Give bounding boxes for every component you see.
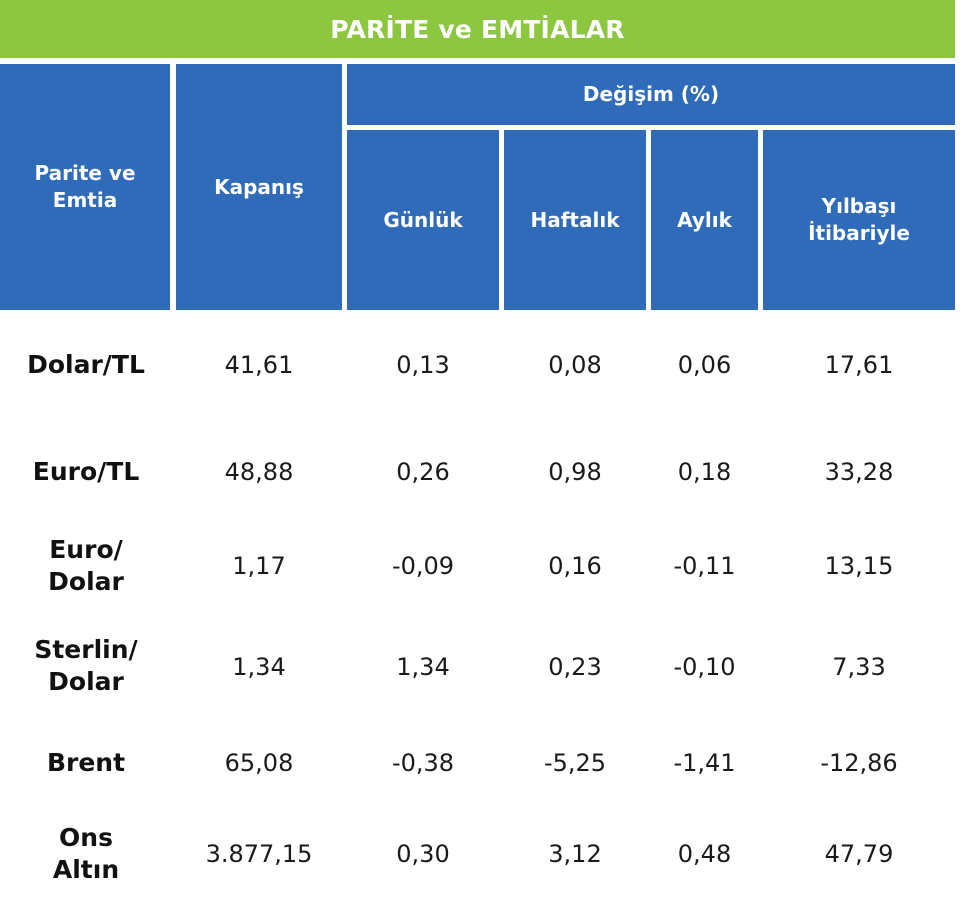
cell-kapanis: 48,88 [224,458,294,486]
cell-haftalik: 0,16 [548,552,602,580]
header-parite-emtia: Parite ve Emtia [0,64,170,310]
row-label-ons-altin: Ons Altın [0,814,172,894]
cell-kapanis: 3.877,15 [205,840,313,868]
cell-yilbasi: 47,79 [824,840,894,868]
cell-aylik: -0,11 [673,552,736,580]
cell-kapanis: 65,08 [224,749,294,777]
cell-kapanis: 1,17 [232,552,286,580]
header-parite-line-1: Parite ve [34,161,136,185]
cell-gunluk: 0,26 [396,458,450,486]
cell-yilbasi: -12,86 [820,749,898,777]
row-label-euro-tl: Euro/TL [0,440,172,504]
row-label-line-1: Ons [59,822,113,852]
header-degisim: Değişim (%) [347,64,955,125]
cell-yilbasi: 13,15 [824,552,894,580]
cell-yilbasi: 17,61 [824,351,894,379]
cell-haftalik: -5,25 [543,749,607,777]
cell-aylik: 0,18 [677,458,732,486]
header-gunluk: Günlük [347,130,499,310]
row-label-line-2: Dolar [48,667,124,696]
cell-aylik: -0,10 [673,653,736,681]
cell-gunluk: 0,30 [396,840,450,868]
table-title: PARİTE ve EMTİALAR [0,0,955,58]
cell-kapanis: 1,34 [232,653,286,681]
row-label-dolar-tl: Dolar/TL [0,333,172,397]
row-label-line-2: Altın [52,855,120,884]
header-yilbasi: Yılbaşı İtibariyle [763,130,955,310]
cell-yilbasi: 33,28 [824,458,894,486]
header-aylik: Aylık [651,130,758,310]
header-yilbasi-line-1: Yılbaşı [821,194,897,218]
cell-haftalik: 0,08 [548,351,602,379]
cell-aylik: 0,06 [677,351,732,379]
cell-haftalik: 0,98 [548,458,602,486]
header-parite-line-2: Emtia [52,188,118,212]
header-yilbasi-line-2: İtibariyle [808,221,910,245]
cell-kapanis: 41,61 [224,351,294,379]
cell-gunluk: -0,09 [391,552,455,580]
row-label-text: Dolar/TL [27,349,145,379]
cell-yilbasi: 7,33 [832,653,886,681]
row-label-text: Euro/TL [32,456,140,486]
header-haftalik: Haftalık [504,130,646,310]
cell-gunluk: 0,13 [396,351,450,379]
row-label-euro-dolar: Euro/ Dolar [0,526,172,606]
cell-gunluk: 1,34 [396,653,450,681]
cell-haftalik: 0,23 [548,653,602,681]
cell-aylik: -1,41 [673,749,736,777]
cell-haftalik: 3,12 [548,840,602,868]
header-kapanis: Kapanış [176,64,342,310]
row-label-line-1: Sterlin/ [34,634,138,664]
cell-aylik: 0,48 [677,840,732,868]
row-label-line-1: Euro/ [49,534,123,564]
row-label-brent: Brent [0,731,172,795]
row-label-text: Brent [46,747,126,777]
row-label-line-2: Dolar [48,567,124,596]
row-label-sterlin-dolar: Sterlin/ Dolar [0,626,172,706]
cell-gunluk: -0,38 [391,749,455,777]
